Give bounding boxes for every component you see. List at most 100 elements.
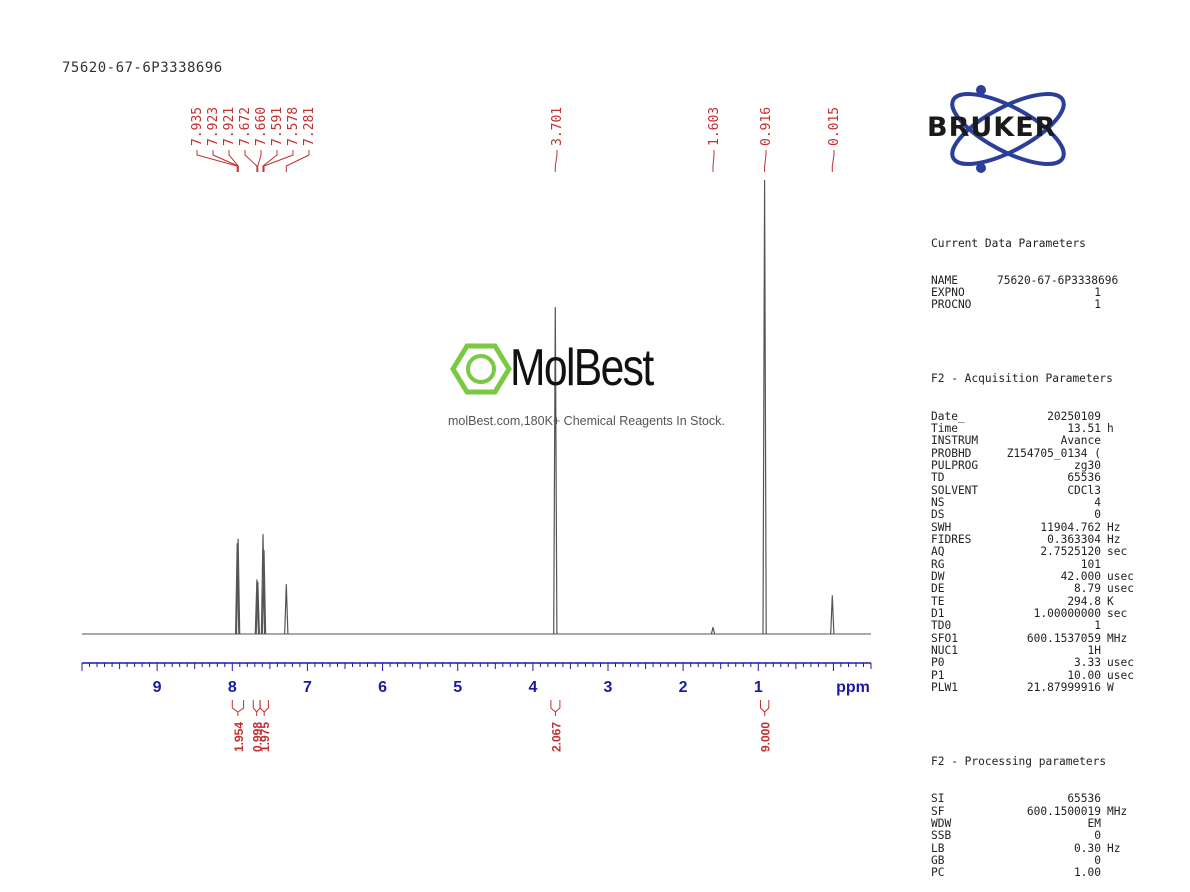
spectrum-peak bbox=[284, 584, 289, 635]
watermark-brand-name: MolBest bbox=[510, 339, 654, 397]
param-row: PROBHD Z154705_0134 ( bbox=[931, 447, 1134, 460]
param-row: WDW EM bbox=[931, 816, 1134, 830]
param-name: P0 bbox=[931, 656, 945, 670]
param-name: SSB bbox=[931, 829, 952, 843]
param-unit: MHz bbox=[1107, 804, 1128, 818]
param-row: P0 3.33 usec bbox=[931, 656, 1134, 670]
param-name: NS bbox=[931, 495, 945, 509]
param-value: 42.000 bbox=[1060, 569, 1101, 583]
param-value: 0.363304 bbox=[1047, 532, 1101, 546]
param-unit: usec bbox=[1107, 656, 1134, 670]
peak-label: 7.672 bbox=[238, 107, 253, 146]
param-value: 1.00 bbox=[1074, 866, 1101, 880]
param-value: 21.87999916 bbox=[1026, 681, 1101, 695]
param-row: Time 13.51 h bbox=[931, 421, 1134, 435]
peak-label: 7.921 bbox=[222, 107, 237, 146]
param-name: RG bbox=[931, 557, 945, 571]
x-tick-label: 4 bbox=[528, 679, 537, 696]
param-row: FIDRES 0.363304 Hz bbox=[931, 532, 1134, 546]
peak-label: 7.591 bbox=[270, 107, 285, 146]
integral-value: 0.998 bbox=[251, 722, 265, 752]
acquisition-params-title: F2 - Acquisition Parameters bbox=[931, 372, 1113, 386]
integral-value: 9.000 bbox=[759, 722, 773, 752]
x-tick-label: 2 bbox=[679, 679, 688, 696]
param-unit: Hz bbox=[1107, 841, 1121, 855]
param-name: AQ bbox=[931, 545, 945, 559]
param-value: zg30 bbox=[1074, 458, 1101, 472]
spectrum-peak bbox=[235, 543, 240, 635]
integral-value: 1.975 bbox=[258, 722, 272, 752]
param-value: Avance bbox=[1060, 434, 1101, 448]
bruker-brand-name: BRUKER bbox=[927, 112, 1057, 143]
peak-label-connector bbox=[244, 150, 258, 172]
param-value: 1H bbox=[1087, 644, 1101, 658]
param-row: NAME 75620-67-6P3338696 bbox=[931, 273, 1134, 287]
param-row: PC 1.00 bbox=[931, 866, 1134, 880]
param-value: 10.00 bbox=[1067, 668, 1101, 682]
param-row: NUC1 1H bbox=[931, 644, 1134, 658]
peak-label-connector bbox=[285, 150, 310, 172]
param-value: 3.33 bbox=[1074, 656, 1101, 670]
peak-label-connector bbox=[263, 150, 294, 172]
param-value: 0 bbox=[1094, 853, 1101, 867]
integral-value: 2.067 bbox=[549, 722, 563, 752]
peak-label: 1.603 bbox=[707, 107, 722, 146]
spectrum-peak bbox=[260, 534, 266, 635]
param-value: 600.1500019 bbox=[1026, 804, 1101, 818]
spectrum-peak bbox=[762, 179, 767, 635]
processing-params-list: SI 65536 SF 600.1500019 MHz WDW EM SSB 0 LB 0.30 Hz… bbox=[931, 792, 1134, 880]
param-row: RG 101 bbox=[931, 557, 1134, 571]
peak-label-connector bbox=[262, 150, 278, 172]
param-name: PC bbox=[931, 866, 945, 880]
param-value: 8.79 bbox=[1074, 582, 1101, 596]
watermark-tagline: molBest.com,180K+ Chemical Reagents In S… bbox=[448, 414, 725, 428]
peak-label-connector bbox=[257, 150, 262, 172]
param-unit: K bbox=[1107, 594, 1114, 608]
param-name: WDW bbox=[931, 816, 952, 830]
param-row: TE 294.8 K bbox=[931, 594, 1134, 608]
sample-title: 75620-67-6P3338696 bbox=[62, 60, 223, 76]
param-value: EM bbox=[1087, 816, 1101, 830]
benzene-ring-icon bbox=[450, 343, 512, 395]
param-value: 101 bbox=[1080, 557, 1101, 571]
x-tick-label: 7 bbox=[303, 679, 312, 696]
param-name: PULPROG bbox=[931, 458, 979, 472]
param-row: PLW1 21.87999916 W bbox=[931, 681, 1134, 695]
param-unit: usec bbox=[1107, 569, 1134, 583]
spectrum-peak bbox=[254, 579, 260, 635]
param-value: 13.51 bbox=[1067, 421, 1101, 435]
param-name: TD0 bbox=[931, 619, 952, 633]
processing-params-title: F2 - Processing parameters bbox=[931, 755, 1107, 769]
param-name: TD bbox=[931, 471, 945, 485]
param-name: NAME bbox=[931, 273, 958, 287]
spectrum-peak bbox=[710, 627, 716, 635]
param-row: SI 65536 bbox=[931, 792, 1134, 805]
param-row: SOLVENT CDCl3 bbox=[931, 483, 1134, 497]
bruker-logo bbox=[950, 85, 1066, 173]
spectrum-peak bbox=[830, 595, 835, 635]
param-value: 1 bbox=[1094, 298, 1101, 312]
param-unit: W bbox=[1107, 681, 1114, 695]
spectrum-peak bbox=[255, 581, 260, 635]
param-row: TD 65536 bbox=[931, 471, 1134, 485]
param-unit: Hz bbox=[1107, 520, 1121, 534]
param-row: Date_ 20250109 bbox=[931, 410, 1134, 423]
param-value: 75620-67-6P3338696 bbox=[997, 273, 1119, 287]
current-params-list: NAME 75620-67-6P3338696 EXPNO 1 PROCNO 1 bbox=[931, 273, 1134, 312]
acquisition-parameters-panel: Current Data Parameters NAME 75620-67-6P3… bbox=[931, 213, 1134, 892]
param-name: SOLVENT bbox=[931, 483, 979, 497]
spectrum-trace bbox=[82, 179, 871, 635]
param-name: LB bbox=[931, 841, 945, 855]
param-name: SFO1 bbox=[931, 631, 958, 645]
param-value: 0 bbox=[1094, 508, 1101, 522]
param-unit: sec bbox=[1107, 607, 1128, 620]
peak-label: 7.923 bbox=[206, 107, 221, 146]
x-tick-label: 6 bbox=[378, 679, 387, 696]
peak-label-connector bbox=[196, 150, 238, 172]
x-tick-label: 9 bbox=[153, 679, 162, 696]
integral-bracket bbox=[252, 700, 261, 713]
acquisition-params-list: Date_ 20250109 Time 13.51 h INSTRUM Avance PROB… bbox=[931, 410, 1134, 695]
param-row: D1 1.00000000 sec bbox=[931, 607, 1134, 620]
param-name: P1 bbox=[931, 668, 945, 682]
param-row: DS 0 bbox=[931, 508, 1134, 522]
